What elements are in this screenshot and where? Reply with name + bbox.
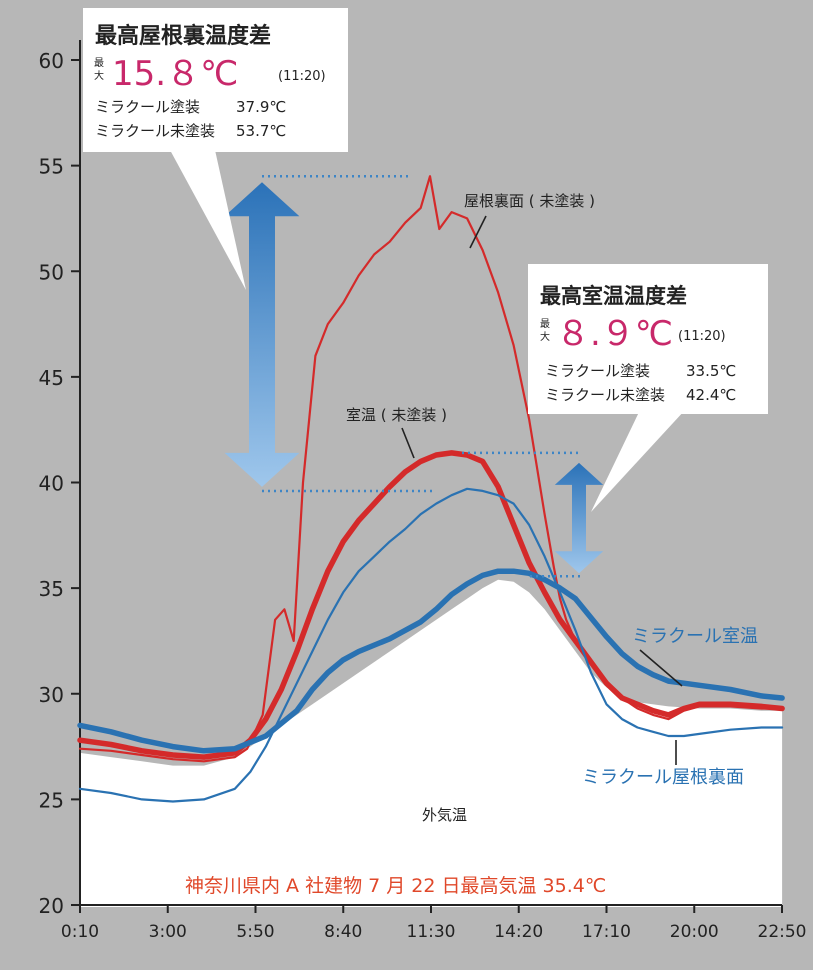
y-tick-label: 20: [39, 894, 64, 918]
x-tick-label: 17:10: [582, 922, 631, 942]
x-tick-label: 22:50: [758, 922, 807, 942]
roof-callout: 最高屋根裏温度差 最 大 15.８℃ (11:20) ミラクール塗装 37.9℃…: [83, 8, 348, 290]
y-tick-label: 60: [39, 49, 64, 73]
x-tick-label: 0:10: [61, 922, 99, 942]
y-tick-label: 25: [39, 788, 64, 812]
y-tick-label: 55: [39, 155, 64, 179]
axis-layer: 20 25 30 35 40 45 50 55 60 0:10 3:00 5:50 8:40 11:30 1…: [39, 40, 807, 942]
label-miracool-room: ミラクール室温: [632, 626, 758, 647]
roof-callout-row1-label: ミラクール塗装: [95, 98, 200, 116]
room-callout-title: 最高室温温度差: [540, 284, 687, 308]
room-callout-row1-label: ミラクール塗装: [545, 362, 650, 380]
roof-callout-row1-value: 37.9℃: [236, 98, 286, 116]
room-diff-arrow: [554, 462, 604, 574]
roof-callout-max-label: 最: [94, 57, 104, 69]
y-tick-label: 50: [39, 260, 64, 284]
annotation-layer: [224, 174, 604, 578]
roof-diff-arrow: [224, 182, 300, 487]
roof-callout-pointer: [170, 150, 246, 290]
label-room-uncoated: 室温 ( 未塗装 ): [346, 406, 447, 424]
room-callout-max-label-2: 大: [540, 330, 550, 343]
series-line-3: [77, 568, 785, 754]
roof-callout-row2-value: 53.7℃: [236, 122, 286, 140]
x-tick-label: 3:00: [149, 922, 187, 942]
roof-callout-value: 15.８℃: [112, 54, 238, 94]
leader-roof: [469, 215, 487, 249]
room-callout-value: ８.９℃: [556, 314, 673, 354]
room-callout-box: [528, 264, 768, 414]
leader-miracool-room: [639, 649, 683, 687]
roof-callout-row2-label: ミラクール未塗装: [95, 122, 215, 140]
y-tick-label: 30: [39, 683, 64, 707]
series-layer: [77, 175, 785, 803]
room-callout-row1-value: 33.5℃: [686, 362, 736, 380]
outdoor-area-layer: [80, 579, 783, 907]
x-tick-label: 20:00: [670, 922, 719, 942]
roof-callout-box: [83, 8, 348, 152]
roof-callout-max-label-2: 大: [94, 69, 104, 82]
room-callout-time: (11:20): [678, 329, 726, 344]
series-line-1: [77, 450, 785, 760]
series-outdoor-area: [80, 579, 783, 907]
room-callout: 最高室温温度差 最 大 ８.９℃ (11:20) ミラクール塗装 33.5℃ ミ…: [528, 264, 768, 512]
label-outdoor: 外気温: [422, 806, 467, 824]
roof-callout-time: (11:20): [278, 69, 326, 84]
room-callout-max-label: 最: [540, 318, 550, 330]
x-tick-label: 5:50: [236, 922, 274, 942]
x-tick-label: 14:20: [494, 922, 543, 942]
room-callout-pointer: [591, 410, 685, 512]
room-callout-row2-value: 42.4℃: [686, 386, 736, 404]
label-roof-uncoated: 屋根裏面 ( 未塗装 ): [464, 192, 595, 210]
footnote: 神奈川県内 A 社建物 7 月 22 日最高気温 35.4℃: [185, 875, 606, 897]
y-tick-label: 45: [39, 366, 64, 390]
room-callout-row2-label: ミラクール未塗装: [545, 386, 665, 404]
x-tick-label: 11:30: [407, 922, 456, 942]
y-tick-label: 40: [39, 472, 64, 496]
label-miracool-roof: ミラクール屋根裏面: [582, 767, 744, 788]
roof-callout-title: 最高屋根裏温度差: [95, 23, 271, 49]
series-line-2: [78, 487, 784, 803]
leader-room: [401, 427, 415, 459]
x-tick-label: 8:40: [324, 922, 362, 942]
series-line-0: [78, 175, 784, 763]
y-tick-label: 35: [39, 577, 64, 601]
